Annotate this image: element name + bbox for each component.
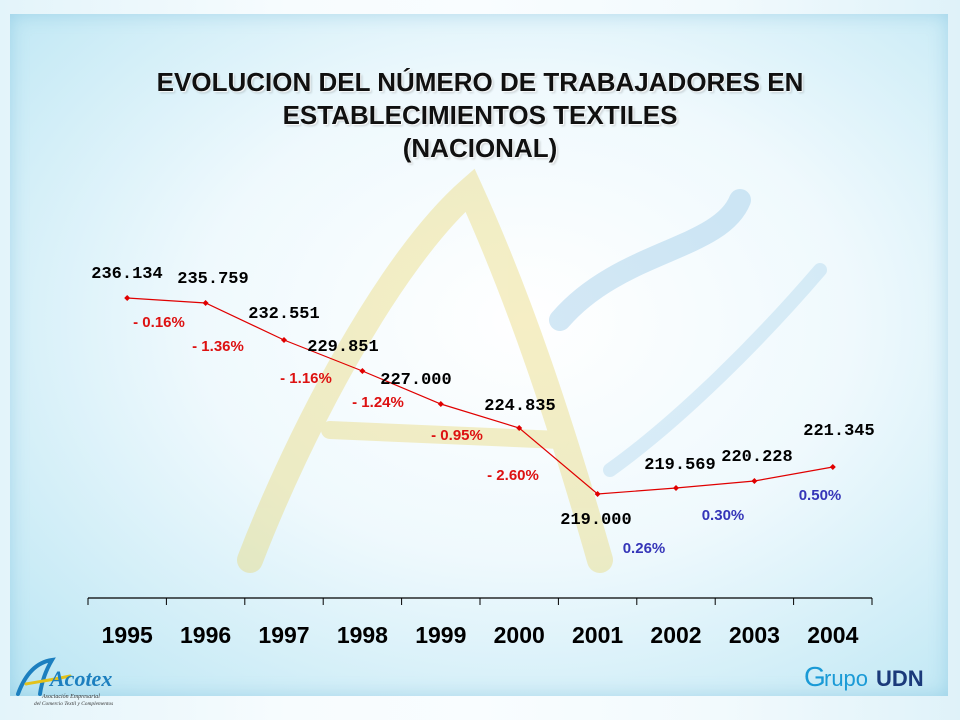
data-point: [359, 368, 366, 374]
data-value-label: 232.551: [248, 305, 319, 324]
grupo-udn-logo-initial: G: [804, 661, 826, 692]
acotex-logo-tagline-2: del Comercio Textil y Complementos: [34, 701, 113, 707]
x-tick-label: 1995: [102, 622, 153, 648]
x-tick-label: 1999: [415, 622, 466, 648]
data-value-label: 221.345: [803, 422, 874, 441]
x-tick-label: 2001: [572, 622, 623, 648]
x-tick-label: 2004: [807, 622, 858, 648]
grupo-udn-logo-udn: UDN: [876, 666, 924, 691]
data-point: [829, 464, 836, 470]
data-point: [202, 300, 209, 306]
data-point: [673, 485, 679, 491]
change-percent-label: - 1.16%: [280, 370, 332, 387]
acotex-watermark: [237, 168, 827, 573]
data-point: [437, 401, 444, 407]
data-point: [751, 478, 758, 484]
change-percent-label: 0.50%: [799, 487, 842, 504]
data-value-label: 236.134: [91, 265, 162, 284]
change-percent-label: - 1.36%: [192, 338, 244, 355]
change-percent-label: - 1.24%: [352, 394, 404, 411]
acotex-logo-tagline-1: Asociación Empresarial: [41, 694, 100, 700]
data-value-label: 219.569: [644, 456, 715, 475]
x-tick-label: 1996: [180, 622, 231, 648]
chart-title-line-3: (NACIONAL): [402, 133, 558, 163]
change-percent-label: - 2.60%: [487, 467, 539, 484]
x-tick-label: 2002: [650, 622, 701, 648]
data-point: [124, 295, 131, 301]
grupo-udn-logo-text: rupo: [824, 666, 868, 691]
data-value-label: 227.000: [380, 371, 451, 390]
acotex-logo: Acotex Asociación Empresarial del Comerc…: [16, 657, 113, 707]
data-value-label: 229.851: [307, 338, 378, 357]
change-percent-label: - 0.16%: [133, 314, 185, 331]
data-point: [281, 337, 287, 343]
data-value-label: 224.835: [484, 397, 555, 416]
data-point: [516, 425, 523, 431]
change-percent-label: 0.26%: [623, 540, 666, 557]
chart-title: EVOLUCION DEL NÚMERO DE TRABAJADORES EN …: [60, 66, 900, 165]
data-value-label: 235.759: [177, 270, 248, 289]
grupo-udn-logo: G rupo UDN: [804, 661, 924, 692]
change-percent-label: - 0.95%: [431, 427, 483, 444]
x-tick-label: 2003: [729, 622, 780, 648]
x-tick-label: 2000: [494, 622, 545, 648]
x-tick-label: 1997: [258, 622, 309, 648]
change-percent-label: 0.30%: [702, 507, 745, 524]
chart-title-line-1: EVOLUCION DEL NÚMERO DE TRABAJADORES EN: [156, 67, 804, 97]
chart-title-line-2: ESTABLECIMIENTOS TEXTILES: [282, 100, 678, 130]
data-value-label: 219.000: [560, 511, 631, 530]
data-point: [594, 491, 601, 497]
series-line: [127, 297, 833, 495]
slide-frame: [10, 14, 948, 696]
acotex-logo-wordmark: Acotex: [48, 666, 112, 691]
x-tick-label: 1998: [337, 622, 388, 648]
data-value-label: 220.228: [721, 448, 792, 467]
